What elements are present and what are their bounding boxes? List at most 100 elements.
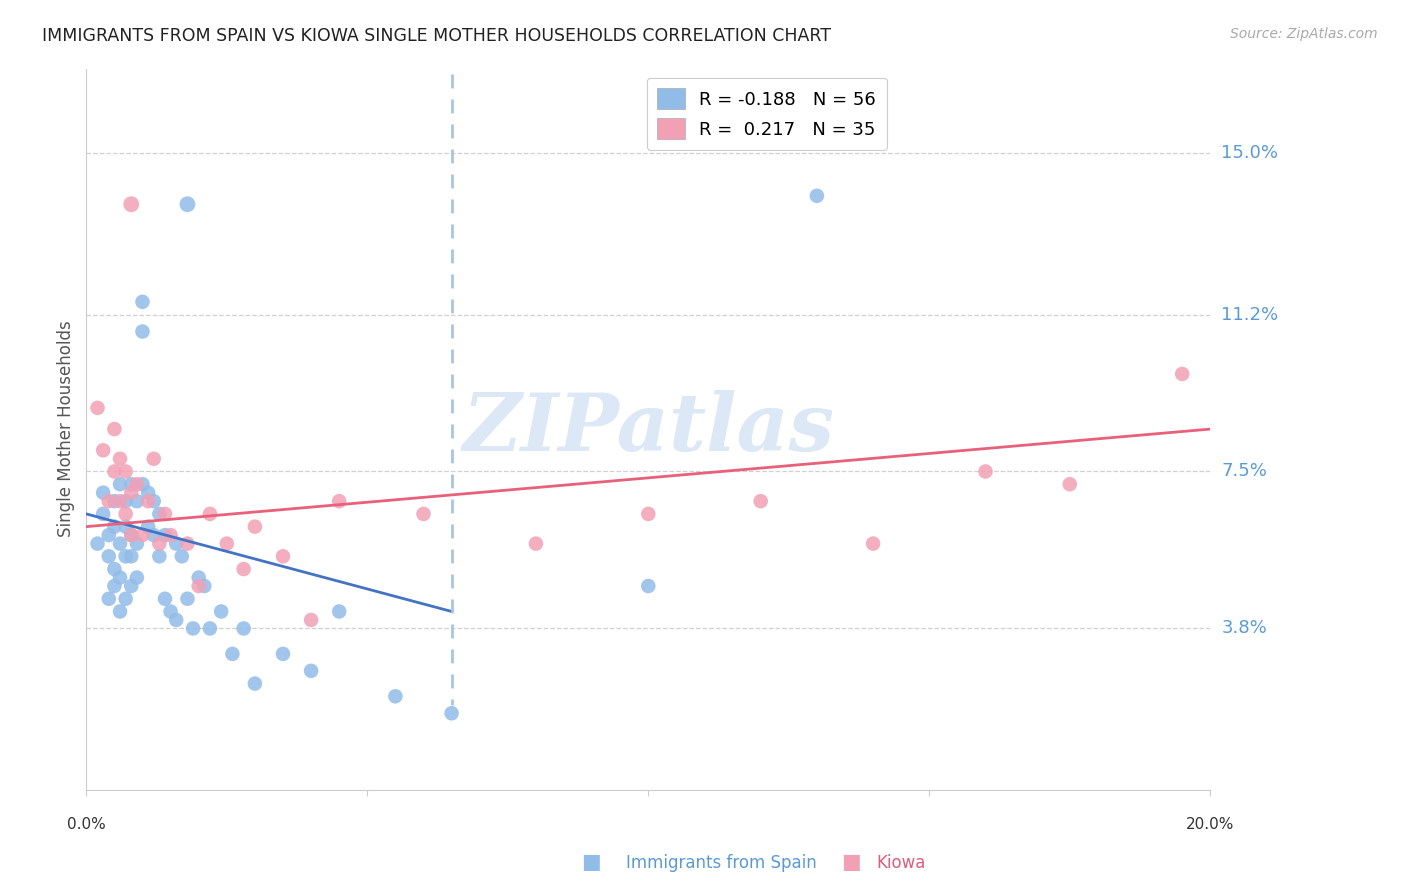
Point <box>86 536 108 550</box>
Point <box>198 622 221 636</box>
Point <box>103 519 125 533</box>
Point <box>125 570 148 584</box>
Point <box>412 507 434 521</box>
Point <box>299 664 322 678</box>
Point <box>153 591 176 606</box>
Point <box>114 494 136 508</box>
Point <box>97 494 120 508</box>
Point <box>114 507 136 521</box>
Text: IMMIGRANTS FROM SPAIN VS KIOWA SINGLE MOTHER HOUSEHOLDS CORRELATION CHART: IMMIGRANTS FROM SPAIN VS KIOWA SINGLE MO… <box>42 27 831 45</box>
Point <box>637 507 659 521</box>
Point <box>271 647 294 661</box>
Point <box>142 528 165 542</box>
Text: 20.0%: 20.0% <box>1187 817 1234 832</box>
Text: ■: ■ <box>581 853 600 872</box>
Point <box>153 507 176 521</box>
Point <box>108 536 131 550</box>
Point <box>148 536 170 550</box>
Point <box>187 579 209 593</box>
Point <box>125 494 148 508</box>
Point <box>103 422 125 436</box>
Point <box>176 536 198 550</box>
Point <box>125 536 148 550</box>
Point <box>232 622 254 636</box>
Point <box>806 188 828 202</box>
Point <box>159 528 181 542</box>
Point <box>159 605 181 619</box>
Point <box>271 549 294 564</box>
Text: Source: ZipAtlas.com: Source: ZipAtlas.com <box>1230 27 1378 41</box>
Point <box>103 465 125 479</box>
Point <box>97 591 120 606</box>
Point <box>974 465 997 479</box>
Point <box>108 477 131 491</box>
Point <box>215 536 238 550</box>
Text: Kiowa: Kiowa <box>876 855 925 872</box>
Point <box>524 536 547 550</box>
Point <box>136 485 159 500</box>
Point <box>86 401 108 415</box>
Point <box>198 507 221 521</box>
Y-axis label: Single Mother Households: Single Mother Households <box>58 321 75 538</box>
Point <box>181 622 204 636</box>
Point <box>165 613 187 627</box>
Text: 15.0%: 15.0% <box>1222 145 1278 162</box>
Point <box>193 579 215 593</box>
Point <box>103 562 125 576</box>
Text: ■: ■ <box>841 853 860 872</box>
Point <box>120 549 142 564</box>
Point <box>148 549 170 564</box>
Point <box>120 579 142 593</box>
Point <box>131 294 153 309</box>
Point <box>108 451 131 466</box>
Point <box>142 494 165 508</box>
Point <box>103 494 125 508</box>
Point <box>108 494 131 508</box>
Point <box>131 477 153 491</box>
Point <box>187 570 209 584</box>
Point <box>114 549 136 564</box>
Legend: R = -0.188   N = 56, R =  0.217   N = 35: R = -0.188 N = 56, R = 0.217 N = 35 <box>647 78 887 150</box>
Point <box>97 549 120 564</box>
Point <box>131 325 153 339</box>
Point <box>232 562 254 576</box>
Point <box>176 591 198 606</box>
Point <box>131 528 153 542</box>
Text: 11.2%: 11.2% <box>1222 306 1278 324</box>
Point <box>165 536 187 550</box>
Point <box>97 528 120 542</box>
Point <box>328 494 350 508</box>
Point <box>142 451 165 466</box>
Point <box>91 443 114 458</box>
Point <box>120 528 142 542</box>
Point <box>91 507 114 521</box>
Point <box>862 536 884 550</box>
Point <box>440 706 463 721</box>
Point <box>243 676 266 690</box>
Point <box>637 579 659 593</box>
Point <box>209 605 232 619</box>
Point <box>114 519 136 533</box>
Point <box>103 579 125 593</box>
Text: 0.0%: 0.0% <box>67 817 105 832</box>
Text: 3.8%: 3.8% <box>1222 619 1267 638</box>
Point <box>136 519 159 533</box>
Point <box>108 570 131 584</box>
Text: Immigrants from Spain: Immigrants from Spain <box>626 855 817 872</box>
Point <box>243 519 266 533</box>
Point <box>120 528 142 542</box>
Point <box>328 605 350 619</box>
Point <box>1059 477 1081 491</box>
Point <box>299 613 322 627</box>
Point <box>91 485 114 500</box>
Point <box>749 494 772 508</box>
Text: ZIPatlas: ZIPatlas <box>463 391 834 467</box>
Point <box>170 549 193 564</box>
Point <box>176 197 198 211</box>
Text: 7.5%: 7.5% <box>1222 462 1267 481</box>
Point <box>148 507 170 521</box>
Point <box>120 485 142 500</box>
Point <box>108 605 131 619</box>
Point <box>384 690 406 704</box>
Point <box>120 197 142 211</box>
